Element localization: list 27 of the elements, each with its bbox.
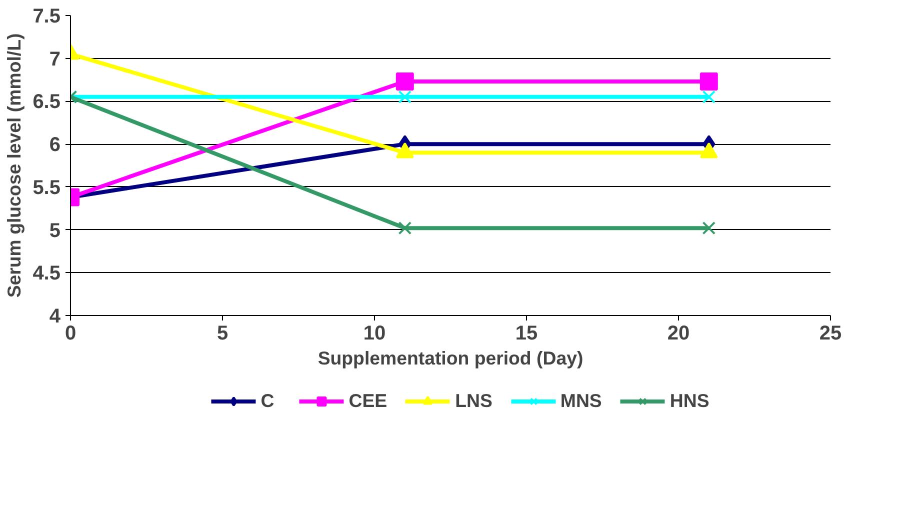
- y-axis-title: Serum glucose level (mmol/L): [4, 33, 25, 298]
- x-tick-label: 10: [363, 322, 386, 344]
- point: [396, 72, 414, 90]
- x-axis-title: Supplementation period (Day): [318, 348, 584, 368]
- y-tick-label: 7.5: [32, 6, 61, 28]
- legend-label: CEE: [348, 390, 388, 412]
- point: [398, 90, 412, 104]
- legend-label: MNS: [560, 390, 602, 412]
- x-tick-label: 15: [515, 322, 538, 344]
- y-tick-label: 5.5: [32, 176, 61, 199]
- y-tick-label: 5: [49, 220, 60, 242]
- x-tick-label: 25: [819, 322, 842, 344]
- x-tick-label: 20: [667, 322, 690, 344]
- y-tick-label: 6: [49, 134, 60, 156]
- x-tick-label: 0: [64, 322, 76, 344]
- legend-label: LNS: [455, 390, 492, 412]
- point: [702, 221, 716, 235]
- x-tick-label: 5: [216, 322, 228, 344]
- y-tick-label: 4: [49, 306, 62, 328]
- point: [398, 221, 412, 235]
- y-tick-label: 6.5: [32, 91, 61, 114]
- point: [700, 72, 718, 90]
- legend-label: HNS: [670, 390, 710, 412]
- point: [702, 90, 716, 104]
- y-tick-label: 4.5: [32, 262, 61, 285]
- legend-label: C: [260, 390, 276, 412]
- y-tick-label: 7: [49, 48, 60, 70]
